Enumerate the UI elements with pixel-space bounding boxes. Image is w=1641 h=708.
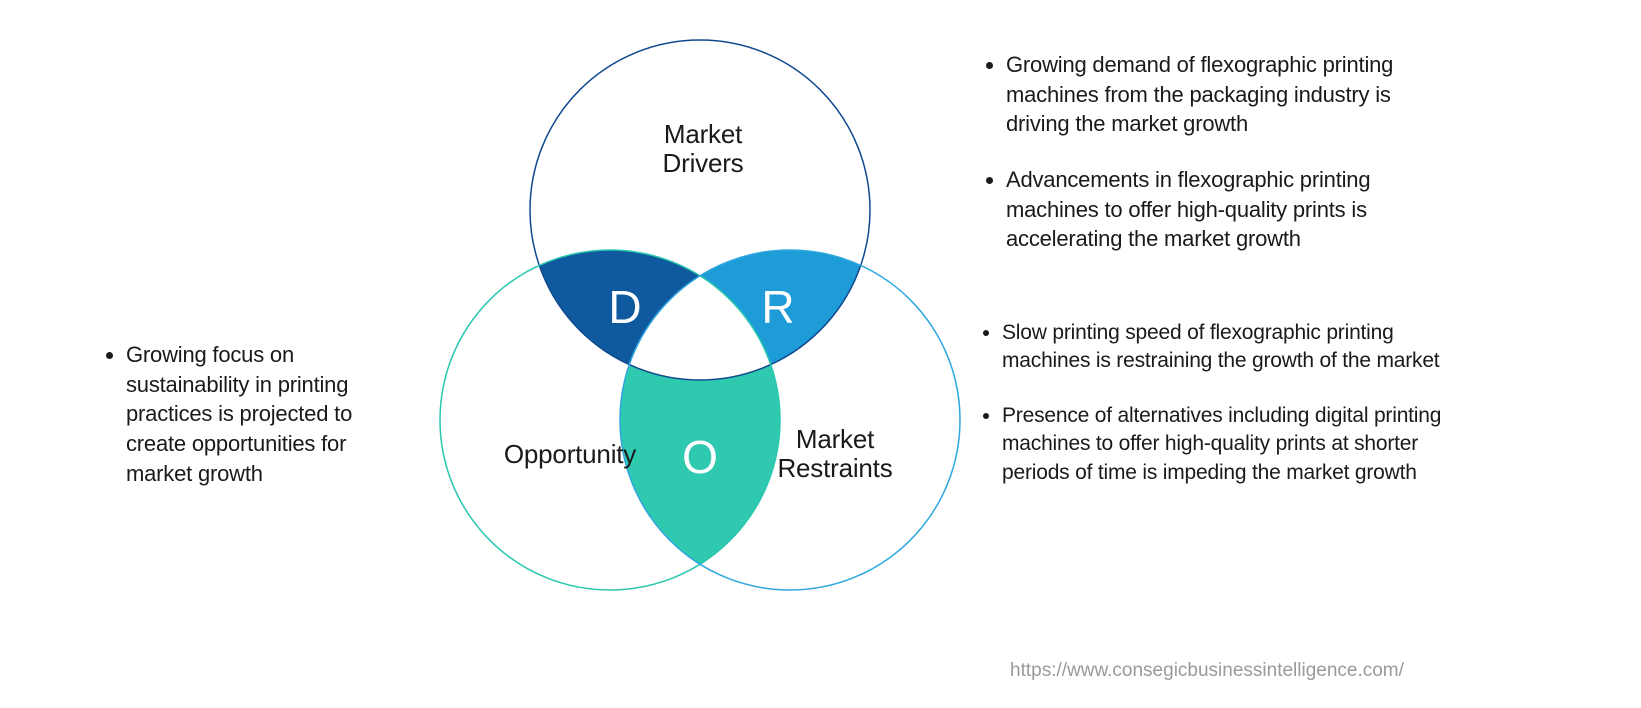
list-item: Growing focus on sustainability in print… — [126, 340, 360, 488]
restraints-list: Slow printing speed of flexographic prin… — [980, 319, 1450, 487]
list-item: Slow printing speed of flexographic prin… — [1002, 319, 1450, 376]
drivers-list: Growing demand of flexographic printing … — [980, 50, 1450, 254]
opportunity-list: Growing focus on sustainability in print… — [100, 340, 360, 488]
venn-svg — [420, 20, 980, 640]
diagram-canvas: Growing focus on sustainability in print… — [0, 0, 1641, 708]
list-item: Growing demand of flexographic printing … — [1006, 50, 1450, 139]
venn-diagram: Market Drivers Opportunity Market Restra… — [420, 20, 980, 640]
right-text-block: Growing demand of flexographic printing … — [980, 50, 1450, 513]
opportunity-text-block: Growing focus on sustainability in print… — [100, 340, 360, 514]
source-credit: https://www.consegicbusinessintelligence… — [1010, 660, 1404, 682]
list-item: Advancements in flexographic printing ma… — [1006, 165, 1450, 254]
list-item: Presence of alternatives including digit… — [1002, 402, 1450, 487]
